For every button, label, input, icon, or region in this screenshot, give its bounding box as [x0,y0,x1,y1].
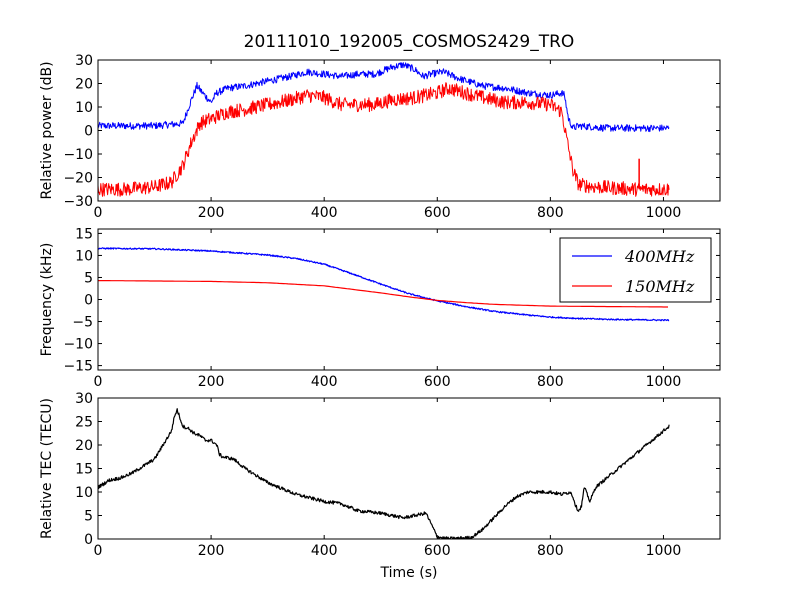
x-tick-label: 1000 [646,374,682,390]
legend-label-1: 400MHz [624,247,695,266]
y-tick-label: 25 [75,415,93,431]
y-axis-label: Frequency (kHz) [39,243,55,357]
plot-area [98,408,670,539]
series-line-2 [98,280,668,308]
y-tick-label: 30 [75,391,93,407]
x-tick-label: 0 [94,374,103,390]
x-tick-label: 200 [198,205,225,221]
y-tick-label: 5 [84,509,93,525]
x-tick-label: 200 [198,374,225,390]
y-tick-label: −5 [72,315,93,331]
y-tick-label: 10 [75,248,93,264]
y-tick-label: 0 [84,532,93,548]
panel-2: 0 200 400 600 800 1000 15 10 5 0 −5 −10 −15 Frequency… [39,226,721,390]
series-line-1 [98,408,670,539]
panel-3: 0 200 400 600 800 1000 30 25 20 15 10 5 0 Relative TE… [39,391,721,559]
y-tick-label: −15 [63,359,93,375]
x-tick-label: 800 [537,205,564,221]
y-axis-label: Relative power (dB) [39,61,55,199]
x-tick-label: 800 [537,374,564,390]
legend-box [559,237,712,303]
x-tick-label: 600 [424,543,451,559]
y-tick-label: 5 [84,270,93,286]
series-line-1 [98,247,670,322]
y-tick-label: 15 [75,226,93,242]
y-tick-label: −20 [63,171,93,187]
x-tick-label: 400 [311,543,338,559]
y-tick-label: 0 [84,124,93,140]
y-tick-label: 0 [84,293,93,309]
x-tick-label: 1000 [646,205,682,221]
y-tick-label: 20 [75,77,93,93]
x-tick-label: 600 [424,205,451,221]
x-tick-label: 200 [198,543,225,559]
x-axis-label: Time (s) [380,565,438,581]
y-tick-label: 15 [75,462,93,478]
x-tick-label: 0 [94,543,103,559]
figure-title: 20111010_192005_COSMOS2429_TRO [244,32,575,52]
x-tick-label: 0 [94,205,103,221]
y-tick-label: 30 [75,53,93,69]
x-tick-label: 400 [311,205,338,221]
x-tick-label: 600 [424,374,451,390]
y-tick-label: −10 [63,337,93,353]
plot-area [98,62,670,197]
y-tick-label: 20 [75,438,93,454]
legend-label-2: 150MHz [625,277,695,296]
x-tick-label: 800 [537,543,564,559]
axes-frame [97,59,721,202]
y-tick-label: −30 [63,194,93,210]
series-line-1 [98,62,670,133]
plot-area [98,247,670,322]
y-tick-label: 10 [75,100,93,116]
panel-1: 0 200 400 600 800 1000 30 20 10 0 −10 −20 −30 Relativ… [39,53,721,221]
x-tick-label: 1000 [646,543,682,559]
y-tick-label: 10 [75,485,93,501]
legend: 400MHz 150MHz [559,237,712,303]
series-line-2 [98,82,670,197]
y-axis-label: Relative TEC (TECU) [39,398,55,539]
x-tick-label: 400 [311,374,338,390]
y-tick-label: −10 [63,147,93,163]
